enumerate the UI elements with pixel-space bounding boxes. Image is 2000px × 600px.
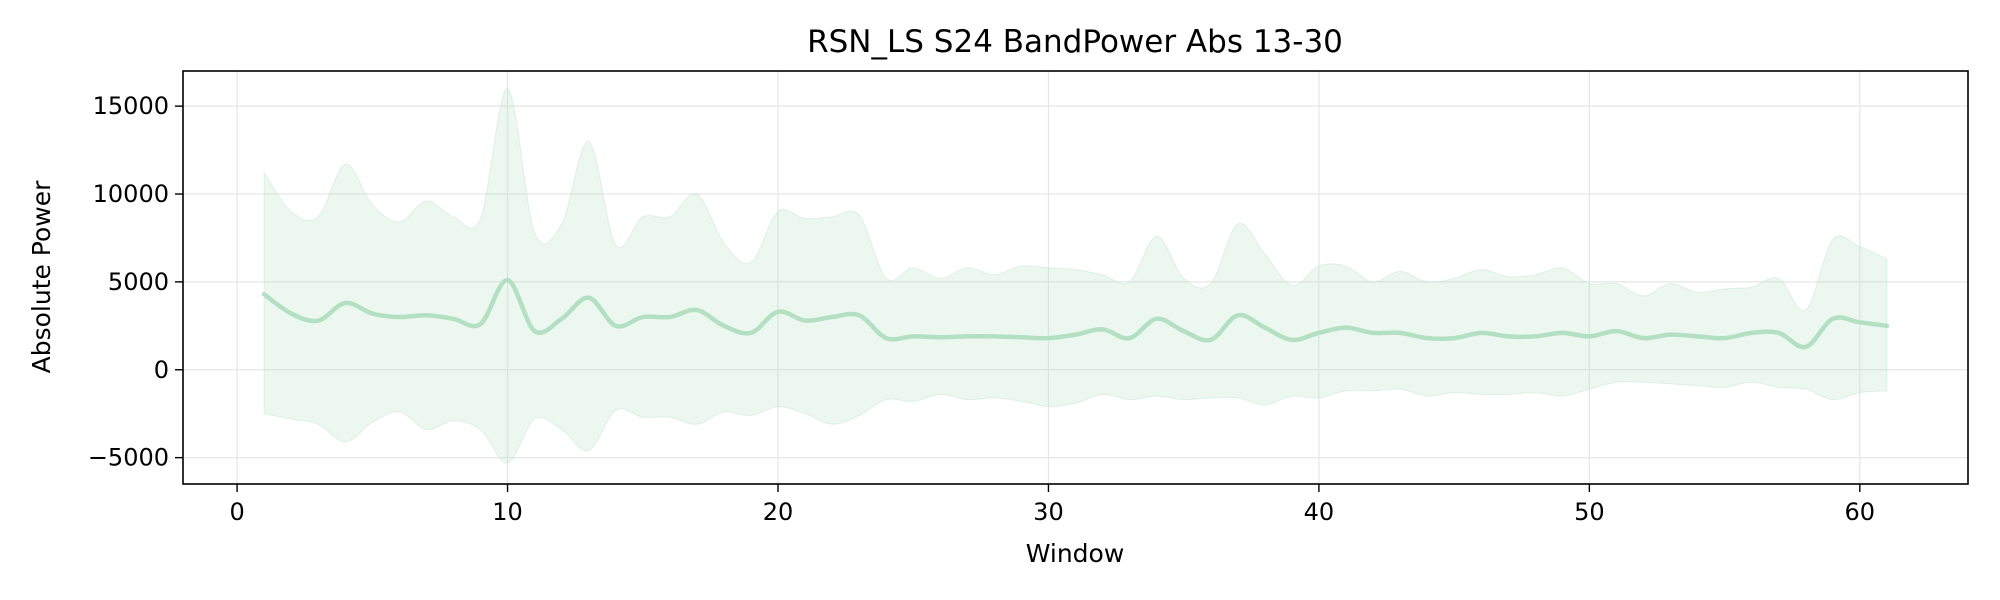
chart-title: RSN_LS S24 BandPower Abs 13-30 bbox=[807, 24, 1343, 60]
x-axis-ticks: 0 10 20 30 40 50 60 bbox=[229, 484, 1875, 526]
y-tick-label: 15000 bbox=[93, 92, 169, 120]
mean-line bbox=[261, 277, 1890, 350]
plot-frame bbox=[182, 70, 1969, 485]
x-tick-label: 40 bbox=[1304, 498, 1335, 526]
std-band-layer bbox=[263, 88, 1888, 464]
y-axis-ticks: −5000 0 5000 10000 15000 bbox=[88, 92, 183, 472]
y-tick-label: 0 bbox=[154, 356, 169, 384]
x-tick-label: 10 bbox=[492, 498, 523, 526]
std-band bbox=[263, 88, 1888, 464]
y-tick-label: 5000 bbox=[108, 268, 169, 296]
y-tick-label: −5000 bbox=[88, 444, 169, 472]
y-tick-label: 10000 bbox=[93, 180, 169, 208]
y-axis-label: Absolute Power bbox=[27, 180, 56, 374]
grid-lines bbox=[183, 71, 1968, 484]
x-tick-label: 30 bbox=[1033, 498, 1064, 526]
x-tick-label: 0 bbox=[229, 498, 244, 526]
x-tick-label: 20 bbox=[763, 498, 794, 526]
mean-line-layer bbox=[261, 277, 1890, 350]
x-tick-label: 50 bbox=[1574, 498, 1605, 526]
x-tick-label: 60 bbox=[1845, 498, 1876, 526]
x-axis-label: Window bbox=[1026, 539, 1125, 568]
